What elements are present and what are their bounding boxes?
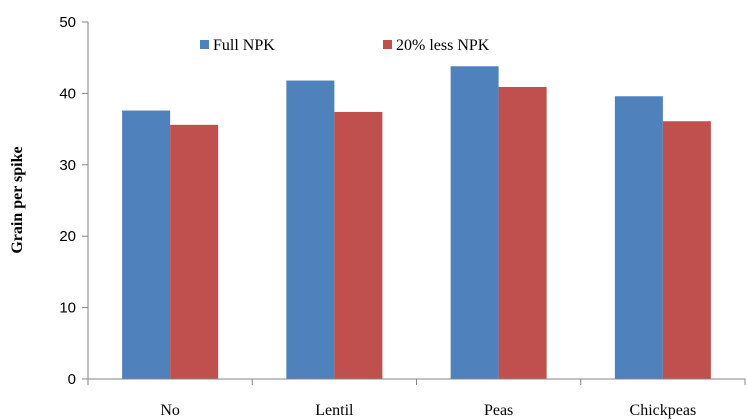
y-tick-label: 30 xyxy=(59,157,76,174)
axes-group: 0 10 20 30 40 50 No Lentil Peas Chickpeas xyxy=(59,14,746,419)
bar-peas-20-less-npk xyxy=(498,86,547,379)
bar-chickpeas-20-less-npk xyxy=(662,121,711,379)
x-tick-label: Peas xyxy=(484,402,513,419)
legend-label: 20% less NPK xyxy=(396,37,490,54)
x-tick-label: Chickpeas xyxy=(630,402,697,419)
legend-swatch xyxy=(383,40,392,49)
y-tick-label: 20 xyxy=(59,228,76,245)
bar-no-20-less-npk xyxy=(170,124,219,379)
y-tick-label: 0 xyxy=(68,371,76,388)
legend-swatch xyxy=(200,40,209,49)
y-tick-label: 40 xyxy=(59,85,76,102)
bar-chickpeas-full-npk xyxy=(614,96,663,380)
legend: Full NPK 20% less NPK xyxy=(200,37,490,54)
bars-group xyxy=(122,66,711,380)
bar-peas-full-npk xyxy=(450,66,499,379)
bar-lentil-full-npk xyxy=(286,80,335,379)
bar-lentil-20-less-npk xyxy=(334,111,383,380)
y-tick-label: 10 xyxy=(59,300,76,317)
bar-no-full-npk xyxy=(122,110,171,379)
legend-label: Full NPK xyxy=(213,37,275,54)
x-tick-label: Lentil xyxy=(315,402,354,419)
y-axis-label: Grain per spike xyxy=(9,146,26,253)
x-tick-label: No xyxy=(160,402,180,419)
y-tick-label: 50 xyxy=(59,14,76,31)
